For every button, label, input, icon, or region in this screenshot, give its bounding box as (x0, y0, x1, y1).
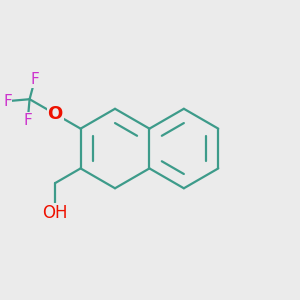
Text: OH: OH (42, 204, 68, 222)
Text: O: O (47, 105, 63, 123)
Text: F: F (3, 94, 12, 109)
Text: F: F (30, 72, 39, 87)
Text: F: F (23, 113, 32, 128)
